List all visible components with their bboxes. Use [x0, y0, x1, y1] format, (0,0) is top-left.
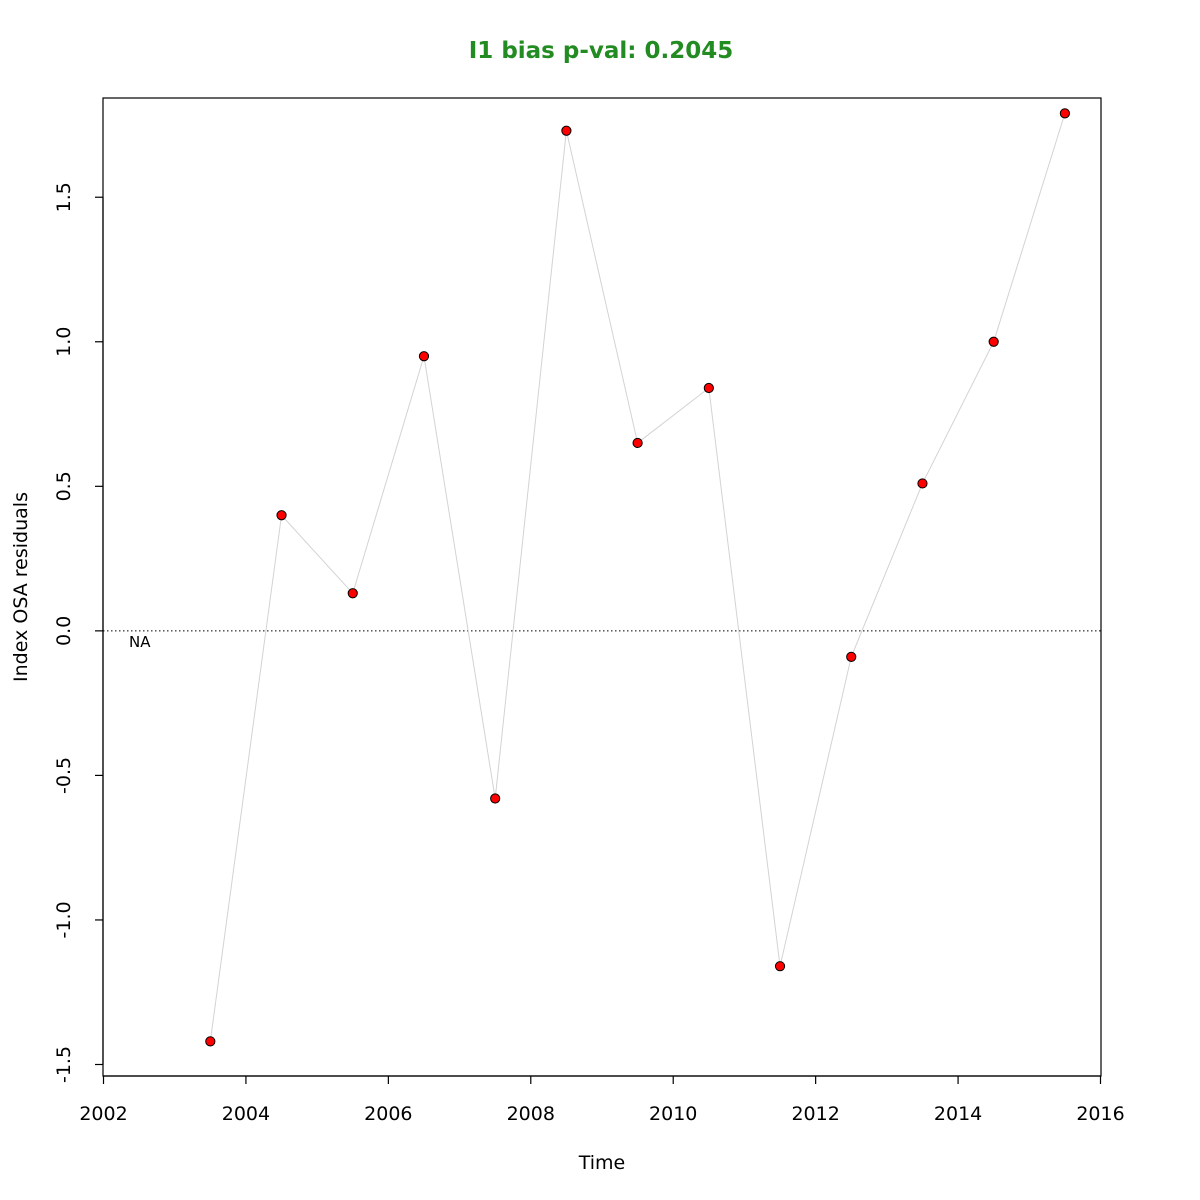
- data-point: [703, 382, 714, 394]
- y-axis: -1.5 -1.0 -0.5 0.0 0.5 1.0 1.5: [53, 182, 104, 1083]
- data-point: [205, 1036, 216, 1047]
- y-tick-label: 1.0: [53, 327, 75, 357]
- series-layer: [205, 108, 1070, 1047]
- x-axis: 2002 2004 2006 2008 2010 2012 2014 2016: [79, 1075, 1125, 1125]
- x-tick-label: 2006: [364, 1103, 412, 1125]
- x-tick-label: 2012: [791, 1103, 839, 1125]
- x-tick-label: 2010: [649, 1103, 697, 1125]
- series-line: [209, 113, 1066, 1042]
- data-point: [418, 351, 430, 362]
- data-point: [561, 125, 572, 136]
- x-tick-label: 2016: [1076, 1103, 1124, 1125]
- data-point: [347, 588, 358, 599]
- y-axis-label: Index OSA residuals: [10, 492, 32, 682]
- plot-frame: [102, 97, 1102, 1077]
- y-tick-label: -0.5: [53, 757, 75, 794]
- y-tick-label: 0.5: [53, 471, 75, 501]
- data-point: [917, 478, 928, 489]
- y-tick-label: -1.0: [53, 901, 75, 938]
- data-point: [1059, 108, 1070, 119]
- x-tick-label: 2002: [79, 1103, 127, 1125]
- x-tick-label: 2014: [934, 1103, 982, 1125]
- y-tick-label: -1.5: [53, 1046, 75, 1083]
- data-point: [490, 793, 501, 804]
- x-tick-label: 2004: [222, 1103, 270, 1125]
- data-point: [632, 437, 643, 449]
- x-axis-label: Time: [578, 1152, 626, 1174]
- data-point: [988, 336, 999, 347]
- data-point: [846, 651, 857, 662]
- chart-title: I1 bias p-val: 0.2045: [469, 38, 734, 64]
- data-point: [276, 510, 287, 521]
- na-annotation: NA: [129, 633, 151, 651]
- y-tick-label: 0.0: [53, 616, 75, 646]
- x-tick-label: 2008: [507, 1103, 555, 1125]
- y-tick-label: 1.5: [53, 182, 75, 212]
- data-point: [774, 961, 786, 972]
